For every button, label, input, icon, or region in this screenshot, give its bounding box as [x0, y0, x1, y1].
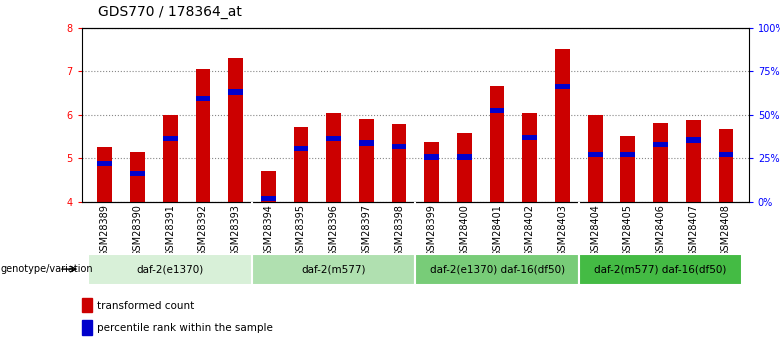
- Bar: [163, 136, 178, 141]
- Text: GDS770 / 178364_at: GDS770 / 178364_at: [98, 5, 241, 19]
- Text: GSM28395: GSM28395: [296, 204, 306, 257]
- Bar: [620, 152, 635, 157]
- Bar: [415, 254, 579, 285]
- Text: GSM28403: GSM28403: [558, 204, 568, 257]
- Bar: [326, 112, 341, 202]
- Bar: [82, 298, 92, 312]
- Text: GSM28393: GSM28393: [231, 204, 240, 257]
- Bar: [620, 136, 635, 202]
- Bar: [555, 49, 570, 202]
- Text: GSM28391: GSM28391: [165, 204, 176, 257]
- Text: GSM28390: GSM28390: [133, 204, 143, 257]
- Bar: [229, 58, 243, 202]
- Bar: [579, 254, 743, 285]
- Text: GSM28402: GSM28402: [525, 204, 535, 257]
- Text: daf-2(m577) daf-16(df50): daf-2(m577) daf-16(df50): [594, 264, 727, 274]
- Text: GSM28399: GSM28399: [427, 204, 437, 257]
- Text: GSM28408: GSM28408: [721, 204, 731, 257]
- Bar: [88, 254, 252, 285]
- Bar: [555, 84, 570, 89]
- Bar: [229, 89, 243, 95]
- Bar: [326, 136, 341, 141]
- Text: daf-2(e1370) daf-16(df50): daf-2(e1370) daf-16(df50): [430, 264, 565, 274]
- Bar: [130, 171, 145, 176]
- Bar: [98, 161, 112, 166]
- Text: daf-2(e1370): daf-2(e1370): [136, 264, 204, 274]
- Bar: [718, 129, 733, 202]
- Bar: [424, 154, 439, 160]
- Bar: [130, 152, 145, 202]
- Bar: [392, 124, 406, 202]
- Text: percentile rank within the sample: percentile rank within the sample: [97, 323, 273, 333]
- Text: GSM28389: GSM28389: [100, 204, 110, 257]
- Bar: [359, 140, 374, 146]
- Bar: [523, 135, 537, 140]
- Text: transformed count: transformed count: [97, 301, 194, 311]
- Bar: [588, 152, 602, 157]
- Bar: [653, 124, 668, 202]
- Bar: [163, 115, 178, 202]
- Bar: [293, 146, 308, 151]
- Bar: [686, 120, 700, 202]
- Bar: [359, 119, 374, 202]
- Text: GSM28405: GSM28405: [623, 204, 633, 257]
- Bar: [261, 196, 275, 201]
- Text: genotype/variation: genotype/variation: [1, 264, 94, 274]
- Bar: [261, 171, 275, 202]
- Bar: [82, 320, 92, 335]
- Bar: [653, 142, 668, 147]
- Bar: [392, 144, 406, 149]
- Text: GSM28394: GSM28394: [263, 204, 273, 257]
- Text: GSM28392: GSM28392: [198, 204, 207, 257]
- Bar: [588, 115, 602, 202]
- Text: GSM28397: GSM28397: [361, 204, 371, 257]
- Bar: [424, 142, 439, 202]
- Bar: [523, 112, 537, 202]
- Bar: [490, 86, 505, 202]
- Bar: [686, 137, 700, 142]
- Bar: [457, 134, 472, 202]
- Bar: [490, 108, 505, 113]
- Text: GSM28407: GSM28407: [688, 204, 698, 257]
- Text: GSM28401: GSM28401: [492, 204, 502, 257]
- Bar: [718, 152, 733, 157]
- Text: daf-2(m577): daf-2(m577): [301, 264, 366, 274]
- Text: GSM28404: GSM28404: [590, 204, 600, 257]
- Bar: [293, 127, 308, 202]
- Bar: [196, 96, 211, 101]
- Text: GSM28400: GSM28400: [459, 204, 470, 257]
- Bar: [98, 147, 112, 202]
- Bar: [196, 69, 211, 202]
- Bar: [252, 254, 415, 285]
- Text: GSM28398: GSM28398: [394, 204, 404, 257]
- Text: GSM28406: GSM28406: [655, 204, 665, 257]
- Bar: [457, 154, 472, 160]
- Text: GSM28396: GSM28396: [328, 204, 339, 257]
